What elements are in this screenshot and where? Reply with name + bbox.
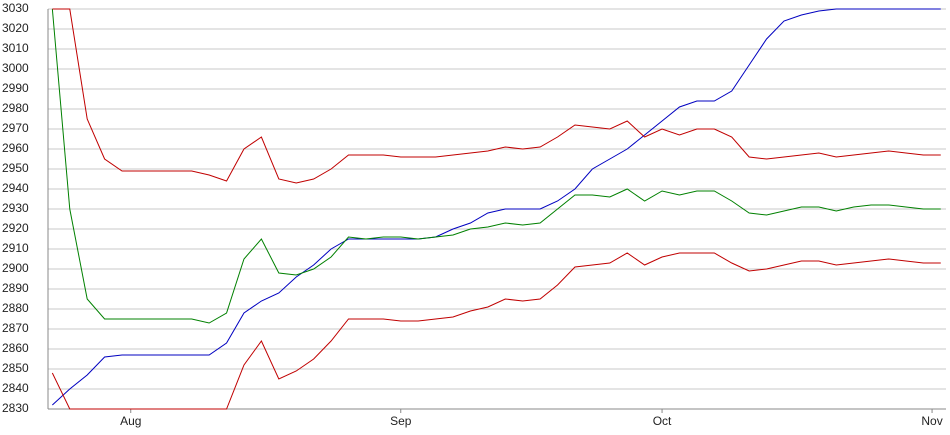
x-tick-label: Oct	[653, 414, 672, 428]
x-tick-label: Aug	[120, 414, 141, 428]
y-tick-label: 2960	[2, 141, 29, 155]
x-tick-label: Sep	[390, 414, 412, 428]
y-tick-label: 2880	[2, 301, 29, 315]
series-line	[51, 252, 941, 410]
y-tick-label: 2930	[2, 201, 29, 215]
y-tick-label: 2940	[2, 181, 29, 195]
y-tick-label: 2980	[2, 101, 29, 115]
y-tick-label: 2970	[2, 121, 29, 135]
y-tick-label: 2900	[2, 261, 29, 275]
y-tick-label: 2860	[2, 341, 29, 355]
y-tick-label: 3020	[2, 21, 29, 35]
y-tick-label: 2840	[2, 381, 29, 395]
x-tick-label: Nov	[921, 414, 942, 428]
y-tick-label: 2890	[2, 281, 29, 295]
y-tick-label: 3030	[2, 1, 29, 15]
y-tick-label: 2950	[2, 161, 29, 175]
y-tick-label: 3010	[2, 41, 29, 55]
y-tick-label: 2850	[2, 361, 29, 375]
series-line	[52, 8, 941, 406]
series-line	[51, 8, 941, 324]
y-tick-label: 2990	[2, 81, 29, 95]
y-tick-label: 2920	[2, 221, 29, 235]
y-tick-label: 2910	[2, 241, 29, 255]
y-tick-label: 3000	[2, 61, 29, 75]
y-tick-label: 2830	[2, 401, 29, 415]
series-line	[52, 8, 941, 184]
y-tick-label: 2870	[2, 321, 29, 335]
